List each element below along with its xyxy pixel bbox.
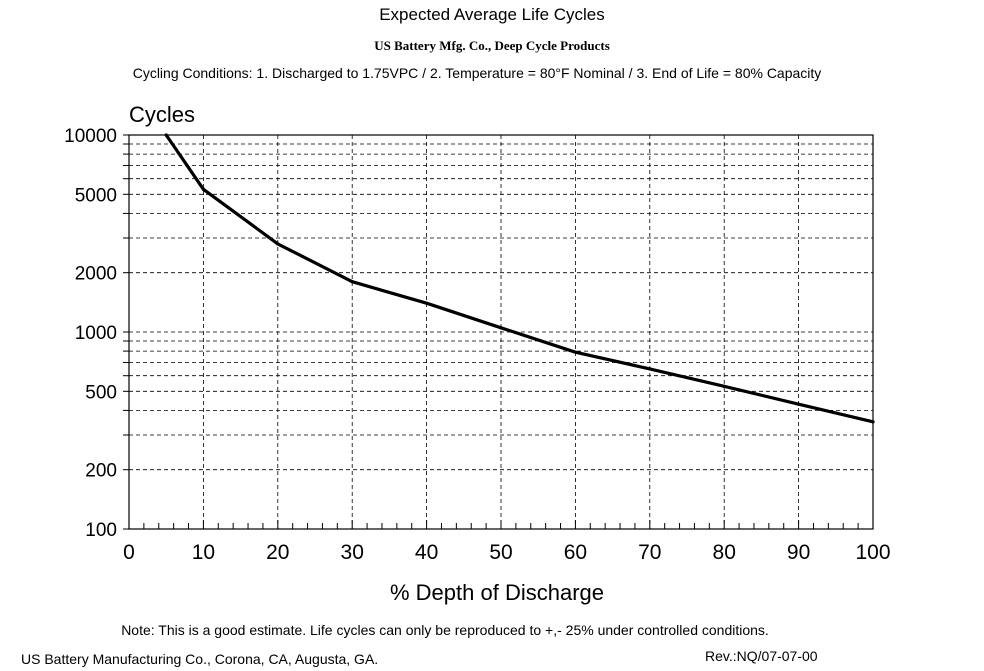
data-point bbox=[164, 133, 168, 137]
series bbox=[164, 133, 875, 424]
data-point bbox=[573, 350, 578, 354]
data-point bbox=[201, 187, 205, 191]
data-point bbox=[648, 367, 652, 371]
cycling-conditions: Cycling Conditions: 1. Discharged to 1.7… bbox=[132, 65, 822, 81]
chart-title: Expected Average Life Cycles bbox=[379, 5, 605, 24]
plot-frame bbox=[128, 134, 874, 530]
data-point bbox=[797, 402, 801, 406]
x-tick-label: 0 bbox=[123, 541, 135, 564]
axis-ticks bbox=[123, 134, 874, 530]
y-tick-label: 2000 bbox=[75, 264, 117, 285]
y-tick-label: 5000 bbox=[75, 185, 117, 206]
data-point bbox=[350, 280, 354, 284]
y-tick-label: 200 bbox=[85, 461, 117, 482]
x-tick-label: 100 bbox=[855, 541, 890, 564]
x-tick-label: 70 bbox=[638, 541, 661, 564]
x-tick-label: 10 bbox=[192, 541, 215, 564]
data-point bbox=[425, 301, 429, 305]
company-address: US Battery Manufacturing Co., Corona, CA… bbox=[21, 651, 379, 667]
x-axis-label: % Depth of Discharge bbox=[390, 580, 604, 605]
data-point bbox=[871, 420, 875, 424]
y-axis-label: Cycles bbox=[129, 102, 196, 127]
x-tick-label: 20 bbox=[266, 541, 289, 564]
series-line bbox=[164, 134, 874, 424]
grid-lines bbox=[129, 135, 873, 529]
footer-note: Note: This is a good estimate. Life cycl… bbox=[121, 622, 769, 638]
y-tick-label: 1000 bbox=[75, 323, 117, 344]
y-tick-label: 10000 bbox=[64, 126, 117, 147]
chart-subtitle: US Battery Mfg. Co., Deep Cycle Products bbox=[374, 38, 610, 53]
x-tick-label: 90 bbox=[787, 541, 810, 564]
x-tick-label: 30 bbox=[341, 541, 364, 564]
y-tick-label: 500 bbox=[85, 382, 117, 403]
revision-code: Rev.:NQ/07-07-00 bbox=[705, 648, 818, 664]
data-point bbox=[499, 326, 503, 330]
y-tick-label: 100 bbox=[85, 520, 117, 541]
data-point bbox=[722, 384, 726, 388]
x-tick-label: 50 bbox=[489, 541, 512, 564]
x-tick-label: 40 bbox=[415, 541, 438, 564]
x-tick-label: 80 bbox=[713, 541, 736, 564]
data-point bbox=[276, 242, 280, 246]
x-tick-label: 60 bbox=[564, 541, 587, 564]
tick-labels: 0 10 20 30 40 50 60 70 80 90 100 10000 5000 2000 1000 5… bbox=[64, 126, 890, 564]
